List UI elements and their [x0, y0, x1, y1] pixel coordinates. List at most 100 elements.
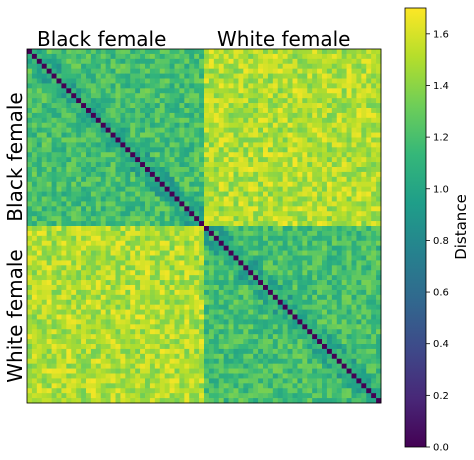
- heatmap-cell: [356, 49, 362, 55]
- heatmap-cell: [169, 368, 175, 374]
- heatmap-cell: [120, 226, 126, 232]
- heatmap-cell: [361, 162, 367, 168]
- heatmap-cell: [145, 226, 151, 232]
- heatmap-cell: [267, 201, 274, 207]
- heatmap-cell: [130, 73, 136, 79]
- heatmap-cell: [331, 63, 338, 70]
- heatmap-cell: [366, 191, 372, 197]
- heatmap-cell: [228, 353, 234, 360]
- heatmap-cell: [331, 196, 338, 202]
- heatmap-cell: [228, 162, 234, 168]
- heatmap-cell: [159, 348, 166, 355]
- heatmap-cell: [277, 78, 284, 84]
- heatmap-cell: [253, 289, 259, 296]
- heatmap-cell: [326, 250, 333, 256]
- heatmap-cell: [253, 191, 259, 197]
- heatmap-cell: [351, 167, 357, 173]
- heatmap-cell: [145, 191, 151, 197]
- heatmap-cell: [258, 378, 264, 384]
- heatmap-cell: [213, 157, 220, 163]
- heatmap-cell: [331, 304, 338, 310]
- heatmap-cell: [233, 226, 239, 232]
- heatmap-cell: [346, 353, 352, 360]
- heatmap-cell: [322, 319, 328, 325]
- heatmap-cell: [194, 176, 200, 183]
- heatmap-cell: [331, 339, 338, 345]
- heatmap-cell: [317, 363, 323, 369]
- heatmap-cell: [159, 122, 166, 129]
- heatmap-cell: [81, 152, 87, 158]
- heatmap-cell: [277, 304, 284, 310]
- heatmap-cell: [238, 353, 244, 360]
- heatmap-cell: [105, 176, 111, 183]
- heatmap-cell: [292, 289, 298, 296]
- heatmap-cell: [282, 314, 288, 320]
- heatmap-cell: [361, 137, 367, 143]
- heatmap-cell: [267, 152, 274, 158]
- heatmap-cell: [322, 250, 328, 256]
- heatmap-cell: [341, 221, 347, 227]
- heatmap-cell: [81, 368, 87, 374]
- heatmap-cell: [376, 103, 382, 109]
- heatmap-cell: [164, 181, 170, 188]
- heatmap-cell: [208, 216, 215, 222]
- heatmap-cell: [297, 285, 303, 291]
- heatmap-cell: [145, 245, 151, 251]
- heatmap-cell: [366, 49, 372, 55]
- heatmap-cell: [46, 83, 52, 89]
- heatmap-cell: [346, 373, 352, 379]
- heatmap-cell: [174, 265, 180, 271]
- heatmap-cell: [130, 285, 136, 291]
- heatmap-cell: [56, 103, 62, 109]
- heatmap-cell: [346, 196, 352, 202]
- heatmap-cell: [199, 206, 205, 212]
- heatmap-cell: [292, 314, 298, 320]
- heatmap-cell: [36, 176, 43, 183]
- heatmap-cell: [56, 53, 62, 60]
- heatmap-cell: [341, 152, 347, 158]
- heatmap-cell: [41, 122, 48, 129]
- heatmap-cell: [204, 49, 210, 55]
- heatmap-cell: [27, 112, 33, 119]
- heatmap-cell: [71, 245, 77, 251]
- heatmap-cell: [81, 63, 87, 70]
- heatmap-cell: [86, 58, 92, 65]
- heatmap-cell: [277, 49, 284, 55]
- heatmap-cell: [76, 344, 82, 350]
- heatmap-cell: [56, 108, 62, 114]
- heatmap-cell: [302, 191, 308, 197]
- heatmap-cell: [361, 49, 367, 55]
- heatmap-cell: [233, 344, 239, 350]
- heatmap-cell: [341, 348, 347, 355]
- heatmap-cell: [277, 196, 284, 202]
- heatmap-cell: [263, 324, 269, 330]
- heatmap-cell: [371, 83, 377, 89]
- heatmap-cell: [51, 353, 57, 360]
- heatmap-cell: [159, 363, 166, 369]
- heatmap-cell: [263, 186, 269, 192]
- heatmap-cell: [135, 373, 141, 379]
- heatmap-cell: [61, 152, 67, 158]
- heatmap-cell: [253, 339, 259, 345]
- heatmap-cell: [341, 117, 347, 124]
- heatmap-cell: [292, 280, 298, 286]
- heatmap-cell: [174, 211, 180, 217]
- heatmap-cell: [341, 191, 347, 197]
- heatmap-cell: [90, 83, 97, 89]
- heatmap-cell: [248, 324, 254, 330]
- heatmap-cell: [159, 162, 166, 168]
- heatmap-cell: [194, 339, 200, 345]
- heatmap-cell: [184, 353, 190, 360]
- heatmap-cell: [184, 289, 190, 296]
- heatmap-cell: [322, 230, 328, 237]
- heatmap-cell: [71, 289, 77, 296]
- heatmap-cell: [307, 309, 313, 315]
- heatmap-cell: [36, 152, 43, 158]
- heatmap-cell: [76, 181, 82, 188]
- heatmap-cell: [228, 206, 234, 212]
- heatmap-cell: [258, 285, 264, 291]
- heatmap-cell: [204, 275, 210, 281]
- heatmap-cell: [277, 181, 284, 188]
- heatmap-cell: [233, 206, 239, 212]
- heatmap-cell: [302, 275, 308, 281]
